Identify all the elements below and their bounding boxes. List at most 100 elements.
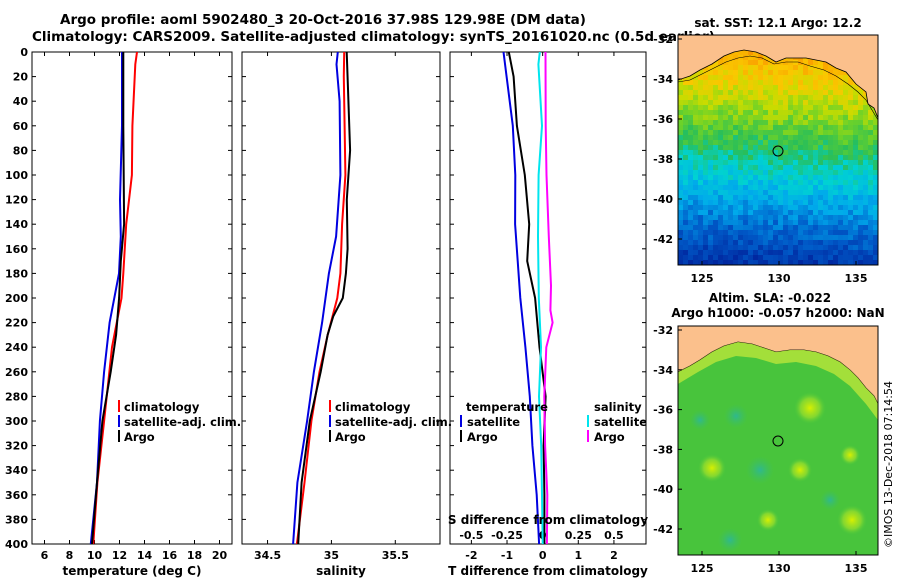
sst-pixel <box>848 115 854 121</box>
sst-pixel <box>803 170 809 176</box>
sst-pixel <box>733 65 739 71</box>
sst-pixel <box>818 230 824 236</box>
sst-pixel <box>688 85 694 91</box>
sst-pixel <box>733 135 739 141</box>
sst-pixel <box>688 120 694 126</box>
sst-pixel <box>738 255 744 261</box>
sst-pixel <box>718 230 724 236</box>
sst-pixel <box>693 205 699 211</box>
sst-pixel <box>733 110 739 116</box>
sst-pixel <box>738 100 744 106</box>
sst-pixel <box>838 90 844 96</box>
sst-pixel <box>708 95 714 101</box>
sst-pixel <box>688 110 694 116</box>
sst-pixel <box>768 230 774 236</box>
sst-pixel <box>863 175 869 181</box>
sst-pixel <box>868 125 874 131</box>
sst-pixel <box>798 100 804 106</box>
sst-pixel <box>688 240 694 246</box>
sst-pixel <box>833 150 839 156</box>
sla-map: Altim. SLA: -0.022 Argo h1000: -0.057 h2… <box>653 291 885 575</box>
sst-pixel <box>708 110 714 116</box>
sst-pixel <box>748 85 754 91</box>
sla-map-title-2: Argo h1000: -0.057 h2000: NaN <box>671 306 884 320</box>
sst-pixel <box>783 145 789 151</box>
sst-pixel <box>808 80 814 86</box>
sst-pixel <box>708 120 714 126</box>
sst-pixel <box>788 215 794 221</box>
sst-pixel <box>693 190 699 196</box>
sst-pixel <box>788 185 794 191</box>
sst-pixel <box>863 230 869 236</box>
sst-pixel <box>813 205 819 211</box>
sst-pixel <box>833 110 839 116</box>
sst-pixel <box>683 235 689 241</box>
sst-pixel <box>843 150 849 156</box>
sst-pixel <box>723 125 729 131</box>
sst-pixel <box>683 245 689 251</box>
sst-pixel <box>698 85 704 91</box>
sst-pixel <box>728 215 734 221</box>
sst-pixel <box>768 210 774 216</box>
legend-title-temperature: temperature <box>466 400 548 414</box>
sst-pixel <box>828 165 834 171</box>
sst-pixel <box>728 195 734 201</box>
sst-pixel <box>808 240 814 246</box>
sst-pixel <box>758 205 764 211</box>
sst-pixel <box>723 135 729 141</box>
sst-pixel <box>873 250 878 256</box>
sst-pixel <box>833 90 839 96</box>
sst-pixel <box>833 210 839 216</box>
salinity-xtick-label: 34.5 <box>254 549 281 562</box>
sst-pixel <box>708 145 714 151</box>
sst-pixel <box>838 165 844 171</box>
sst-pixel <box>743 130 749 136</box>
sst-pixel <box>823 240 829 246</box>
sst-pixel <box>798 205 804 211</box>
sst-pixel <box>873 185 878 191</box>
sst-pixel <box>818 105 824 111</box>
sst-pixel <box>743 120 749 126</box>
sst-pixel <box>823 115 829 121</box>
sst-pixel <box>868 115 874 121</box>
sst-pixel <box>748 95 754 101</box>
sst-pixel <box>703 210 709 216</box>
sst-pixel <box>793 170 799 176</box>
sst-pixel <box>768 235 774 241</box>
sst-pixel <box>783 255 789 261</box>
sla-anomaly-blob <box>820 490 840 510</box>
sst-pixel <box>858 255 864 261</box>
sst-pixel <box>868 120 874 126</box>
sst-pixel <box>728 100 734 106</box>
sst-pixel <box>778 130 784 136</box>
sst-pixel <box>708 245 714 251</box>
sst_map-lat-label: -40 <box>653 193 673 206</box>
sst-pixel <box>818 155 824 161</box>
sst-pixel <box>813 120 819 126</box>
sst-pixel <box>733 165 739 171</box>
sst-pixel <box>713 235 719 241</box>
sst-pixel <box>823 110 829 116</box>
sst-pixel <box>773 245 779 251</box>
sst-pixel <box>778 245 784 251</box>
sst-pixel <box>818 165 824 171</box>
sst-pixel <box>788 90 794 96</box>
sst-pixel <box>803 215 809 221</box>
sst-pixel <box>793 255 799 261</box>
sst-pixel <box>708 75 714 81</box>
sst-pixel <box>823 65 829 71</box>
sst-pixel <box>693 235 699 241</box>
sst-pixel <box>718 170 724 176</box>
sst-pixel <box>803 150 809 156</box>
sst-pixel <box>773 165 779 171</box>
sst-pixel <box>838 150 844 156</box>
sst-pixel <box>748 65 754 71</box>
sst-pixel <box>733 175 739 181</box>
sst-pixel <box>723 160 729 166</box>
sst-pixel <box>758 185 764 191</box>
sst-pixel <box>868 110 874 116</box>
sst-pixel <box>688 205 694 211</box>
sst-pixel <box>783 165 789 171</box>
sst-pixel <box>693 150 699 156</box>
sst-pixel <box>753 195 759 201</box>
